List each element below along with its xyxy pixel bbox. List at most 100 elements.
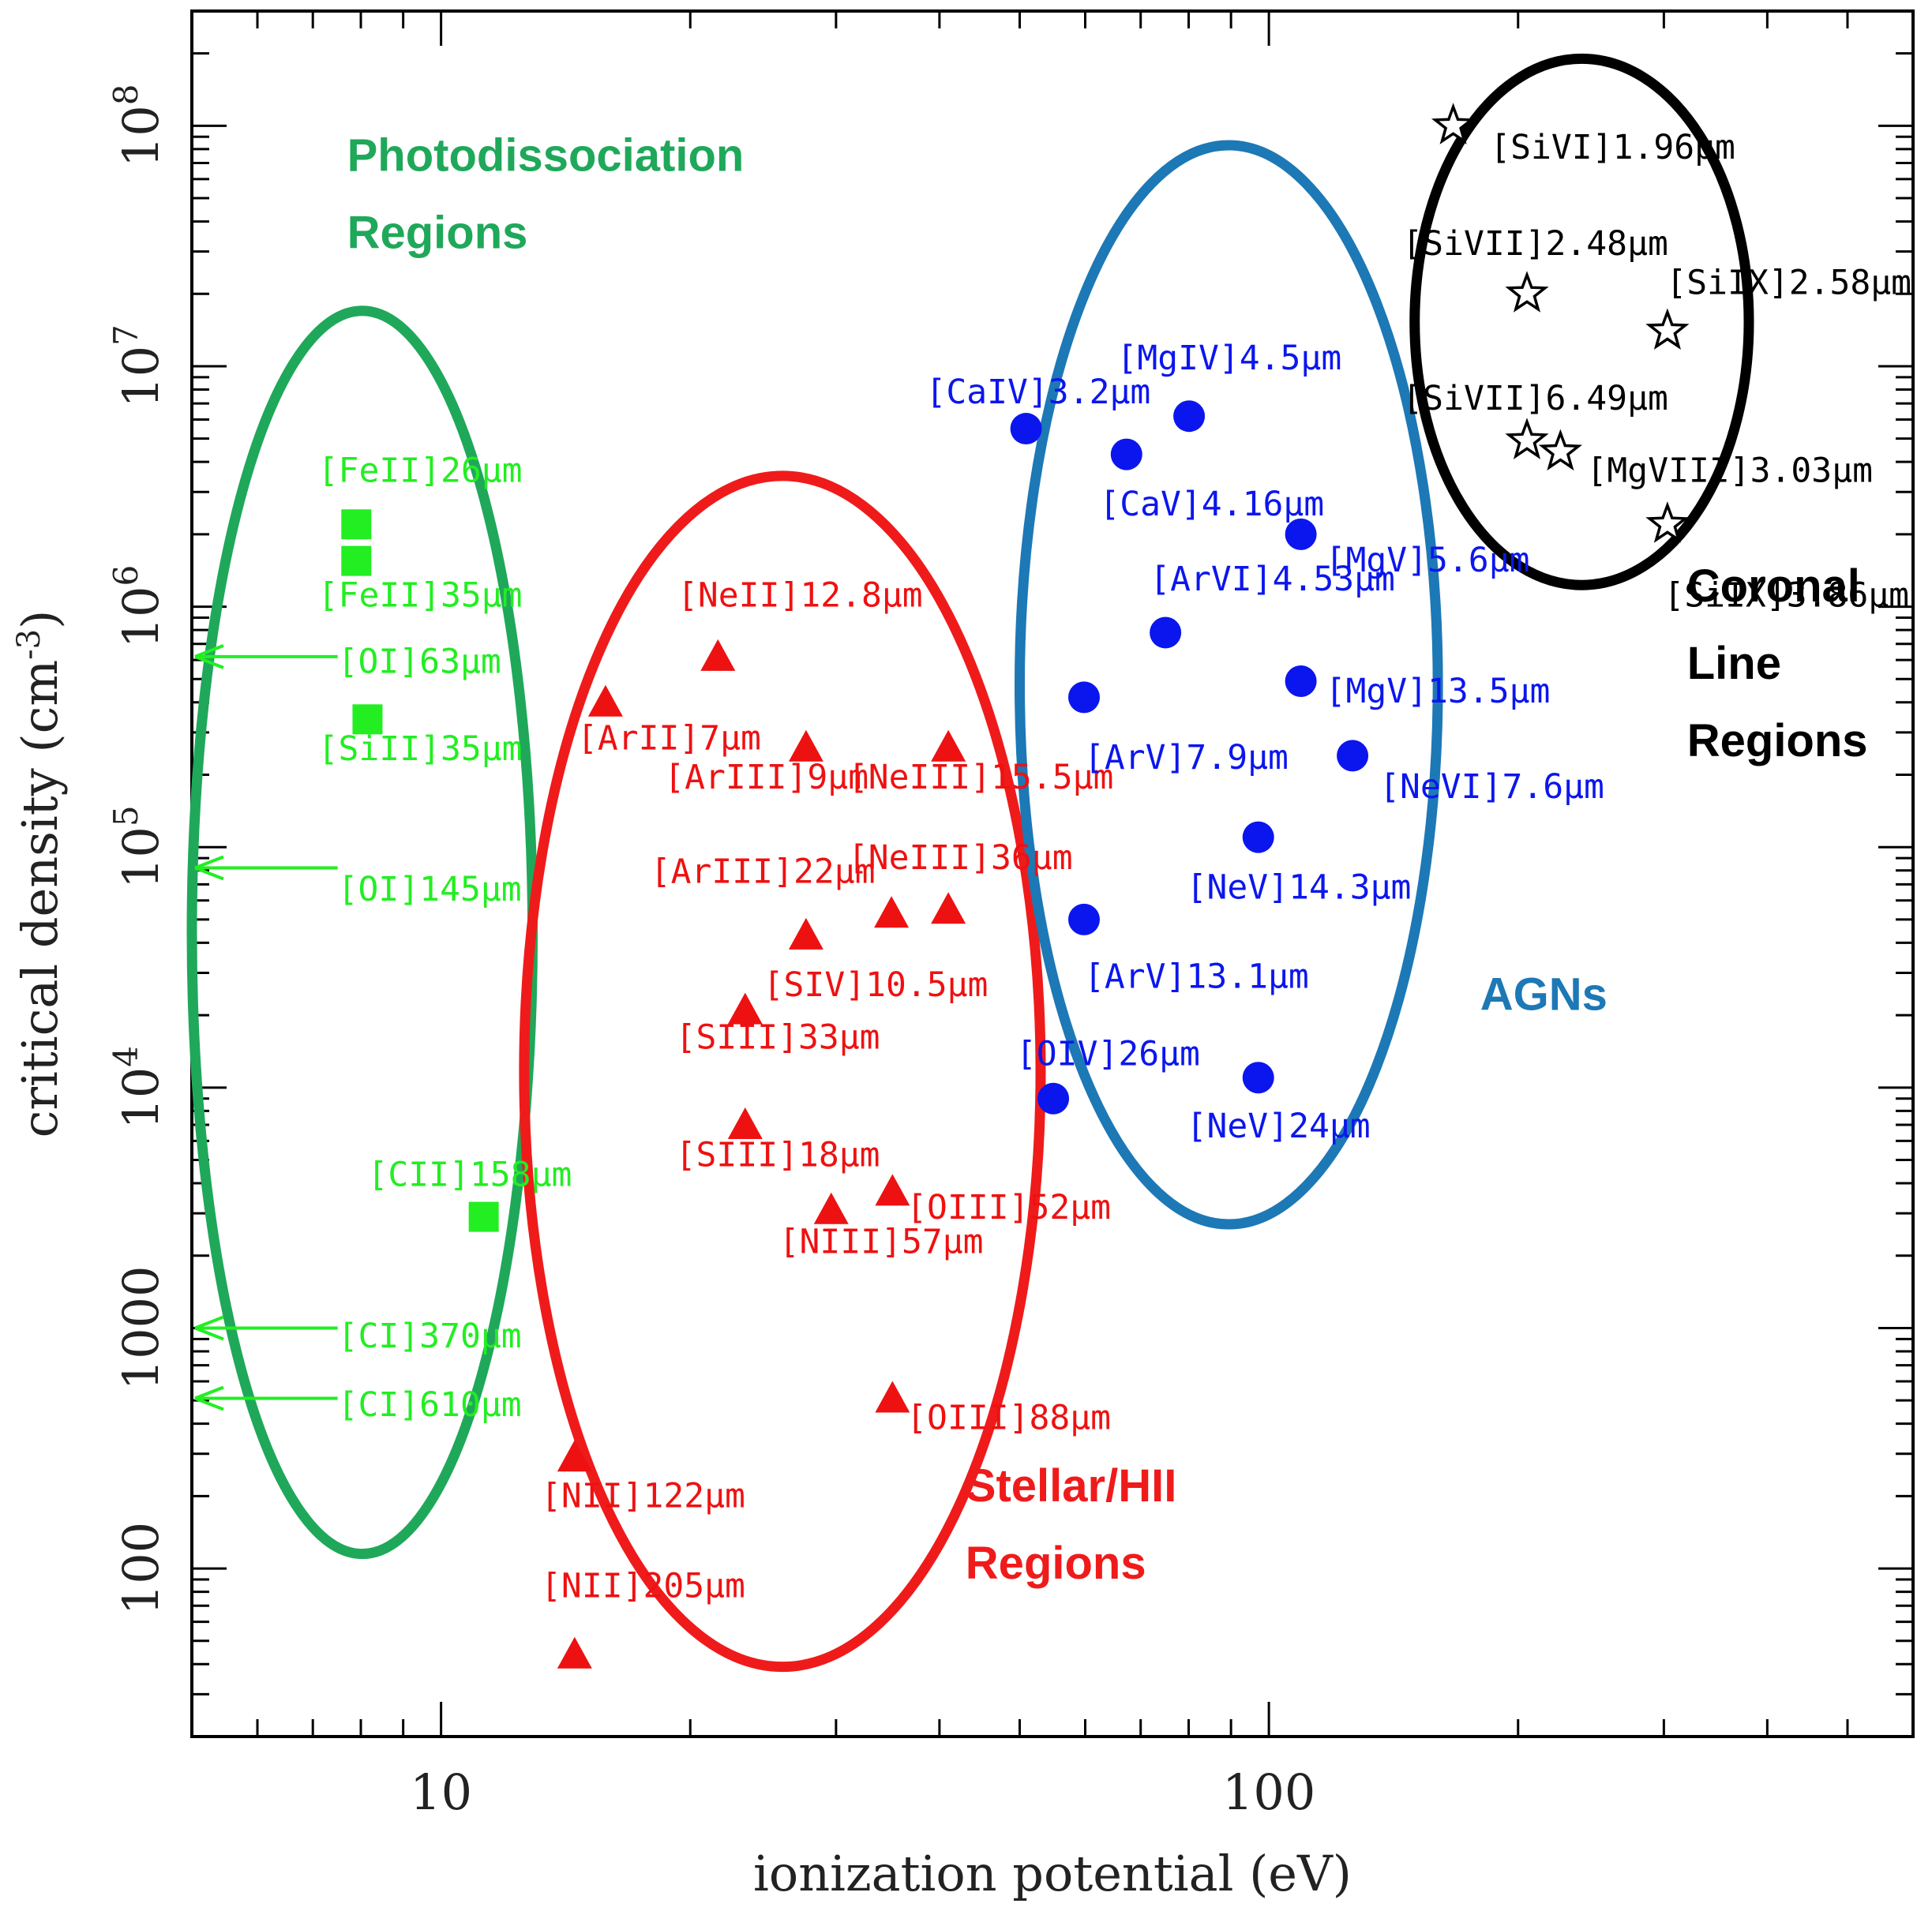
point-label: [ArV]13.1μm — [1084, 957, 1309, 996]
y-tick-base: 1000 — [112, 1266, 170, 1391]
data-point-mgiv4-5 — [1173, 400, 1206, 433]
data-point-oiv26 — [1037, 1082, 1070, 1115]
data-point-oiii88 — [875, 1381, 910, 1413]
data-point-siii33 — [727, 992, 763, 1025]
x-tick-label: 10 — [410, 1763, 472, 1821]
region-ellipse — [186, 305, 538, 1560]
y-tick-exponent: 8 — [107, 84, 145, 106]
upper-limit-arrowhead — [194, 855, 224, 881]
upper-limit-arrowhead — [194, 643, 224, 669]
data-marks — [194, 103, 1690, 1669]
point-label: [NeV]24μm — [1187, 1107, 1371, 1146]
data-point-ci610 — [194, 1385, 338, 1411]
point-label: [NeIII]15.5μm — [848, 758, 1114, 797]
data-point-oi145 — [194, 855, 338, 881]
point-label: [SiVII]2.48μm — [1402, 224, 1668, 264]
point-label: [ArIII]22μm — [651, 852, 876, 892]
point-label: [SiIX]2.58μm — [1666, 263, 1911, 302]
region-ellipse — [519, 470, 1046, 1673]
x-tick-label: 100 — [1222, 1763, 1315, 1821]
point-label: [NeIII]36μm — [848, 838, 1073, 878]
point-label: [FeII]35μm — [318, 576, 523, 616]
data-point-neiii36 — [931, 892, 966, 924]
data-point-feii26 — [341, 509, 372, 540]
point-label: [ArII]7μm — [577, 718, 761, 758]
y-tick-base: 100 — [112, 1522, 170, 1615]
y-tick-base: 10 — [112, 1067, 170, 1130]
data-point-siii18 — [727, 1107, 763, 1140]
point-label: [SiVI]1.96μm — [1490, 128, 1735, 167]
y-tick-label: 106 — [107, 565, 170, 649]
point-label: [SiVII]6.49μm — [1402, 379, 1668, 418]
data-point-ariii9 — [788, 729, 823, 762]
region-label: Stellar/HII Regions — [966, 1460, 1177, 1589]
point-label: [ArV]7.9μm — [1084, 738, 1289, 778]
data-point-sivi1-96 — [1431, 103, 1476, 144]
y-tick-label: 108 — [107, 84, 170, 168]
y-tick-label: 100 — [112, 1522, 170, 1615]
axis-ticks — [190, 9, 1915, 1738]
point-label: [SIII]18μm — [676, 1136, 880, 1175]
point-label: [OI]63μm — [338, 643, 501, 682]
data-point-caiv3-2 — [1010, 413, 1042, 445]
point-label: [MgIV]4.5μm — [1116, 339, 1341, 378]
point-labels: [FeII]26μm [FeII]35μm [OI]63μm [SiII]35μm [O… — [318, 128, 1911, 1606]
data-point-ariii22 — [874, 896, 910, 928]
point-label: [OIII]52μm — [906, 1188, 1111, 1227]
data-point-mgv5-6 — [1285, 518, 1317, 550]
region-ellipse — [1409, 53, 1754, 590]
y-tick-exponent: 6 — [107, 565, 145, 586]
data-point-sivii6-49 — [1505, 418, 1549, 459]
point-label: [ArVI]4.53μm — [1150, 560, 1395, 599]
region-label-line: Coronal — [1687, 560, 1860, 612]
y-axis-label-exponent: -3 — [11, 629, 47, 660]
region-labels: Photodissociation Regions Stellar/HII Regio… — [347, 129, 1868, 1589]
data-point-arv7-9 — [1067, 681, 1100, 714]
region-ellipse — [1014, 140, 1443, 1230]
point-label: [SiII]35μm — [318, 729, 523, 769]
data-point-neii12-8 — [700, 639, 736, 671]
y-tick-exponent: 7 — [107, 324, 145, 346]
data-point-sivii2-48 — [1505, 271, 1549, 313]
point-label: [SIII]33μm — [676, 1018, 880, 1058]
region-label-line: Regions — [1687, 715, 1868, 766]
data-point-arv13-1 — [1067, 903, 1100, 935]
point-label: [NeVI]7.6μm — [1379, 767, 1604, 807]
data-point-siix3-86 — [1645, 501, 1690, 543]
data-point-siii35 — [352, 704, 383, 735]
point-label: [CI]610μm — [338, 1385, 522, 1425]
point-label: [NeV]14.3μm — [1187, 868, 1412, 908]
point-label: [CII]158μm — [367, 1155, 572, 1194]
y-tick-label: 104 — [107, 1046, 170, 1130]
point-label: [FeII]26μm — [318, 452, 523, 491]
point-label: [OI]145μm — [338, 870, 522, 909]
point-label: [NIII]57μm — [779, 1222, 984, 1261]
region-label-line: Stellar/HII — [966, 1460, 1177, 1512]
point-label: [OIII]88μm — [906, 1398, 1111, 1437]
data-point-nii205 — [557, 1636, 592, 1669]
upper-limit-arrowhead — [194, 1385, 224, 1411]
region-ellipses — [186, 53, 1754, 1673]
point-label: [NII]122μm — [541, 1476, 745, 1516]
y-axis-label-close: ) — [11, 610, 69, 629]
point-label: [SIV]10.5μm — [763, 965, 989, 1005]
region-label-line: Line — [1687, 638, 1781, 689]
data-point-mgviii3-03 — [1538, 429, 1582, 471]
data-point-ci370 — [194, 1315, 338, 1341]
data-point-oiii52 — [875, 1174, 910, 1206]
point-label: [CaV]4.16μm — [1099, 485, 1324, 524]
x-axis-label: ionization potential (eV) — [753, 1845, 1352, 1902]
data-point-nev24 — [1242, 1062, 1274, 1094]
y-tick-exponent: 4 — [107, 1046, 145, 1067]
data-point-feii35 — [341, 545, 372, 576]
data-point-nev14-3 — [1242, 821, 1274, 853]
point-label: [NeII]12.8μm — [677, 576, 923, 616]
data-point-siv10-5 — [788, 917, 823, 950]
point-label: [MgV]13.5μm — [1326, 672, 1551, 711]
region-label: Photodissociation Regions — [347, 129, 745, 258]
region-label: Coronal Line Regions — [1687, 560, 1868, 766]
point-label: [MgVIII]3.03μm — [1587, 452, 1873, 491]
